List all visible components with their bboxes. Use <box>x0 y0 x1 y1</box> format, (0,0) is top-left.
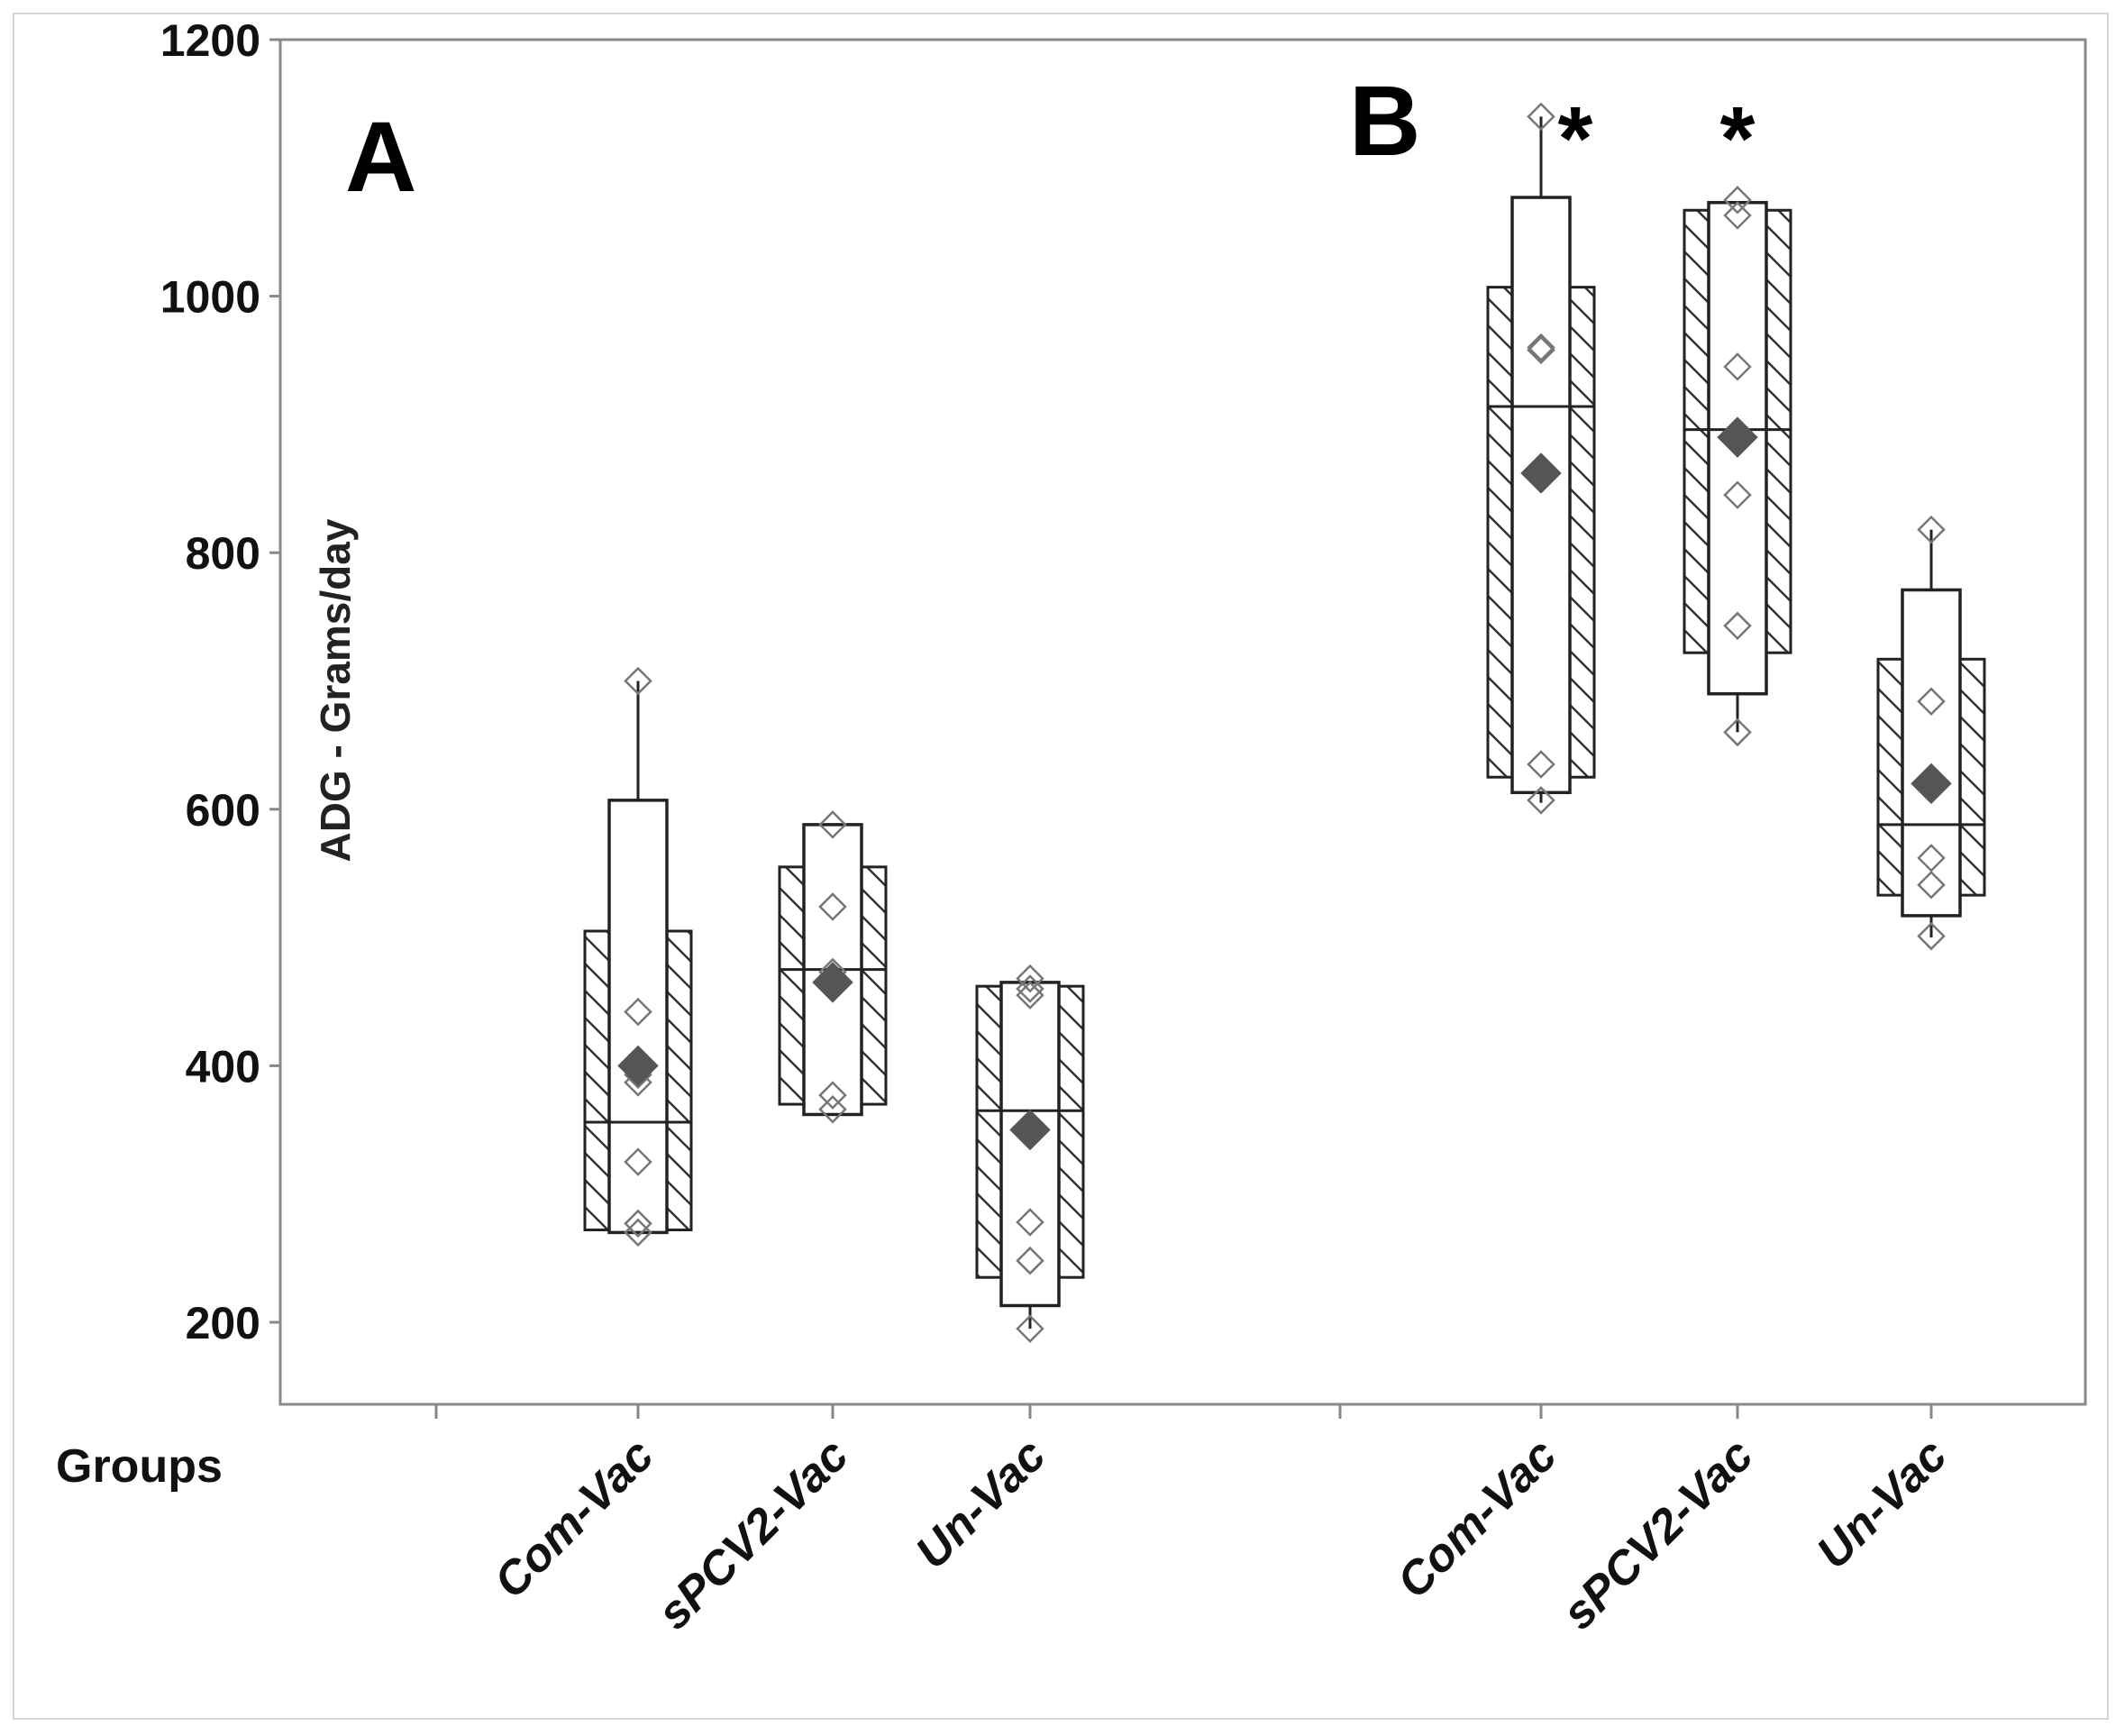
data-point <box>624 1209 652 1238</box>
category-label: Com-Vac <box>1387 1429 1566 1608</box>
data-point <box>1723 611 1752 641</box>
mean-marker <box>1717 416 1758 458</box>
data-point <box>1527 102 1555 132</box>
data-point <box>624 1218 652 1247</box>
data-point <box>624 1147 652 1176</box>
data-point <box>1917 844 1946 873</box>
data-point <box>1723 717 1752 747</box>
data-point <box>818 810 847 839</box>
mean-marker <box>617 1045 659 1087</box>
mean-marker <box>1009 1109 1051 1151</box>
data-point <box>1527 786 1555 815</box>
category-label: sPCV2-Vac <box>1553 1429 1764 1640</box>
category-label: Com-Vac <box>484 1429 663 1608</box>
plot-area <box>278 38 2087 1406</box>
groups-label: Groups <box>56 1440 223 1493</box>
mean-marker <box>812 962 853 1003</box>
data-point <box>1723 480 1752 509</box>
inner-box <box>1901 588 1962 918</box>
box-group-a-com-vac <box>583 666 693 1247</box>
box-group-b-spcv2-vac: * <box>1683 88 1792 747</box>
data-point <box>1016 1314 1044 1343</box>
data-point <box>818 892 847 921</box>
data-point <box>1527 750 1555 779</box>
category-label: Un-Vac <box>1807 1429 1956 1578</box>
data-point <box>1723 352 1752 381</box>
box-series: * * <box>583 88 1986 1343</box>
inner-box <box>607 799 669 1235</box>
data-point <box>1917 687 1946 717</box>
y-axis-title: ADG - Grams/day <box>312 518 359 862</box>
category-label: Un-Vac <box>906 1429 1055 1578</box>
panel-label-b: B <box>1349 66 1420 177</box>
data-point <box>1917 515 1946 544</box>
data-point <box>818 1081 847 1110</box>
data-point <box>1723 186 1752 215</box>
y-tick-label: 200 <box>186 1298 260 1348</box>
box-group-a-un-vac <box>975 964 1085 1343</box>
box-group-b-un-vac <box>1876 515 1986 951</box>
data-point <box>1016 964 1044 993</box>
inner-box <box>1510 196 1572 795</box>
data-point <box>1016 1208 1044 1237</box>
significance-mark: * <box>1720 88 1756 189</box>
figure-frame <box>13 13 2109 1720</box>
y-tick-label: 400 <box>186 1041 260 1092</box>
significance-mark: * <box>1558 88 1593 189</box>
data-point <box>1016 981 1044 1010</box>
box-group-a-spcv2-vac <box>778 810 888 1124</box>
y-tick-label: 600 <box>186 785 260 836</box>
y-tick-label: 1000 <box>160 272 260 323</box>
data-point <box>1016 1246 1044 1275</box>
data-point <box>1527 333 1555 362</box>
y-tick-label: 1200 <box>160 15 260 66</box>
data-point <box>624 997 652 1027</box>
panel-label-a: A <box>345 102 416 213</box>
data-point <box>624 666 652 696</box>
data-point <box>624 1068 652 1097</box>
category-label: sPCV2-Vac <box>648 1429 859 1640</box>
mean-marker <box>1520 452 1562 494</box>
data-point <box>1917 870 1946 900</box>
mean-marker <box>1911 763 1952 805</box>
box-group-b-com-vac: * <box>1486 88 1596 815</box>
data-point <box>818 1095 847 1124</box>
y-tick-label: 800 <box>186 528 260 579</box>
data-point <box>1016 974 1044 1003</box>
x-axis <box>434 1404 1933 1419</box>
data-point <box>1527 335 1555 365</box>
data-point <box>1917 921 1946 951</box>
data-point <box>1723 201 1752 230</box>
y-axis: 200 400 600 800 1000 1200 <box>160 15 280 1348</box>
